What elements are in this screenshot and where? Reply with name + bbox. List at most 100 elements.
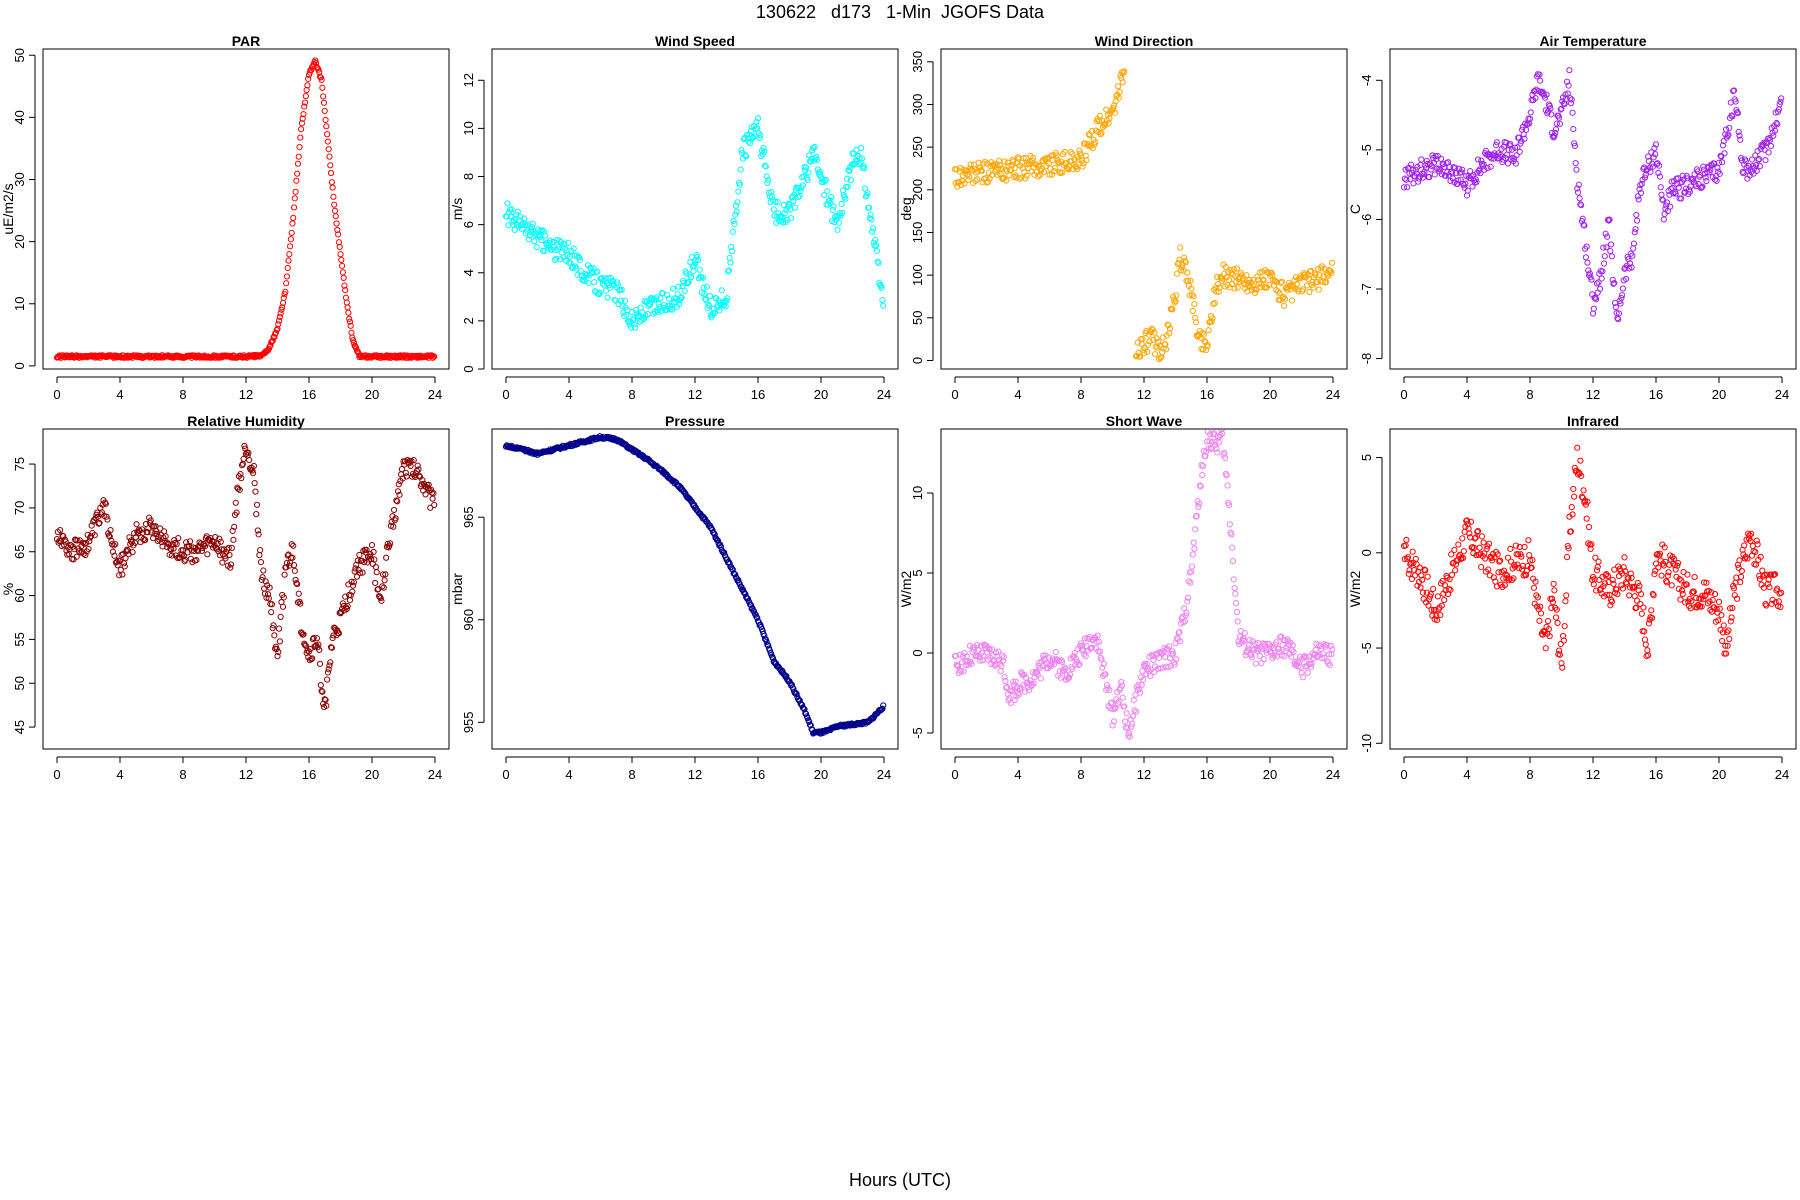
data-point	[802, 710, 809, 717]
data-point	[390, 506, 398, 514]
y-tick-label: 10	[910, 486, 925, 500]
data-point	[119, 571, 126, 578]
data-point	[251, 480, 258, 487]
data-point	[1551, 132, 1558, 139]
data-point	[350, 582, 357, 589]
data-point	[973, 169, 980, 176]
data-point	[1722, 126, 1730, 133]
data-point	[1586, 270, 1593, 277]
data-point	[1488, 155, 1495, 162]
data-point	[288, 229, 295, 237]
data-point	[1773, 119, 1780, 127]
data-point	[1549, 599, 1556, 606]
data-point	[1081, 140, 1089, 147]
data-point	[1664, 572, 1671, 579]
data-point	[741, 589, 748, 597]
plot-frame	[42, 48, 450, 370]
data-point	[1192, 319, 1200, 326]
data-point	[533, 244, 540, 251]
data-point	[170, 545, 177, 552]
data-point	[1634, 217, 1641, 224]
data-point	[1035, 173, 1042, 180]
data-point	[1777, 98, 1784, 105]
data-point	[1601, 253, 1608, 260]
y-tick-label: 40	[12, 110, 27, 124]
data-point	[309, 655, 316, 662]
data-point	[1494, 551, 1501, 558]
x-tick-label: 4	[565, 387, 572, 402]
x-tick-label: 24	[877, 767, 891, 782]
data-point	[1585, 523, 1593, 531]
data-point	[1230, 576, 1237, 583]
data-point	[1193, 512, 1200, 519]
data-point	[162, 533, 169, 540]
data-point	[398, 466, 406, 473]
data-point	[1742, 553, 1749, 560]
data-point	[877, 707, 884, 714]
data-point	[1474, 528, 1481, 535]
data-point	[1504, 160, 1512, 167]
data-point	[553, 255, 560, 262]
data-point	[539, 227, 546, 234]
data-point	[1472, 534, 1479, 541]
data-point	[705, 301, 712, 308]
x-tick-label: 0	[951, 767, 958, 782]
data-point	[212, 533, 219, 541]
data-point	[1315, 286, 1322, 293]
data-point	[1327, 642, 1334, 649]
data-point	[153, 530, 161, 538]
data-point	[359, 569, 366, 576]
data-point	[1542, 645, 1549, 652]
data-point	[1405, 570, 1412, 577]
data-point	[1600, 260, 1608, 267]
data-point	[1529, 556, 1536, 564]
data-point	[1554, 619, 1561, 627]
chart-title: PAR	[232, 33, 261, 49]
data-point	[335, 630, 343, 637]
data-point	[1246, 636, 1253, 643]
data-point	[736, 181, 743, 188]
data-point	[1259, 646, 1266, 653]
data-point	[316, 73, 324, 80]
data-point	[1753, 167, 1760, 175]
data-point	[1514, 561, 1521, 568]
data-point	[968, 660, 975, 667]
data-point	[1115, 698, 1122, 705]
data-point	[574, 271, 581, 278]
y-tick-label: 60	[12, 588, 27, 602]
data-point	[316, 69, 323, 76]
data-point	[1556, 647, 1563, 654]
data-point	[1553, 120, 1560, 127]
data-point	[1552, 126, 1560, 133]
data-point	[594, 268, 601, 275]
data-point	[1658, 572, 1665, 579]
data-point	[344, 603, 351, 610]
data-point	[641, 298, 648, 305]
data-point	[1622, 275, 1630, 283]
data-point	[785, 200, 792, 207]
data-point	[1214, 449, 1221, 456]
data-point	[1652, 567, 1659, 574]
data-point	[727, 259, 734, 266]
data-point	[1756, 155, 1763, 163]
data-point	[1037, 675, 1044, 682]
data-point	[294, 160, 302, 167]
data-point	[1483, 545, 1490, 553]
data-point	[1608, 598, 1616, 605]
y-axis-label: deg	[898, 197, 914, 220]
data-point	[1610, 580, 1617, 587]
data-point	[1528, 564, 1535, 571]
data-point	[1485, 540, 1493, 547]
data-point	[329, 184, 336, 191]
data-point	[1172, 298, 1179, 305]
data-point	[1130, 697, 1137, 704]
data-point	[1774, 585, 1781, 592]
data-point	[1532, 578, 1539, 585]
data-point	[565, 239, 572, 246]
data-point	[1189, 307, 1196, 315]
data-point	[690, 268, 697, 275]
data-point	[799, 704, 806, 711]
data-point	[264, 591, 272, 598]
data-point	[216, 535, 223, 542]
data-point	[1764, 580, 1771, 588]
